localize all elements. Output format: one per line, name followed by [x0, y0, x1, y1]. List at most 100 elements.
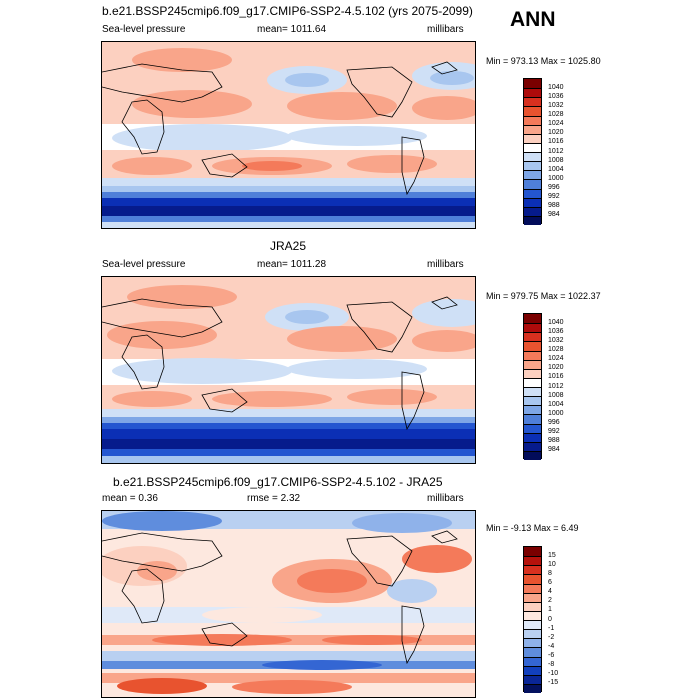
colorbar-tick-label: 1008 [548, 391, 564, 399]
colorbar-swatch [524, 647, 541, 657]
colorbar-tick-label: 992 [548, 428, 560, 436]
mean-label-model: mean= 1011.64 [257, 24, 327, 35]
colorbar-tick-label: -2 [548, 633, 555, 641]
colorbar-swatch [524, 574, 541, 584]
colorbar-tick-label: 2 [548, 597, 552, 605]
colorbar-tick-label: 10 [548, 560, 556, 568]
colorbar-tick-label: 1 [548, 606, 552, 614]
colorbar-swatch [524, 565, 541, 575]
colorbar-swatch [524, 188, 541, 198]
colorbar-swatch [524, 314, 541, 324]
colorbar-swatch [524, 88, 541, 98]
colorbar-tick-label: 8 [548, 569, 552, 577]
colorbar-tick-label: -6 [548, 652, 555, 659]
colorbar-swatch [524, 152, 541, 162]
colorbar-tick-label: 0 [548, 615, 552, 623]
colorbar-tick-label: 1008 [548, 156, 564, 164]
colorbar-tick-label: 1024 [548, 355, 564, 363]
colorbar-swatch [524, 133, 541, 143]
season-label: ANN [510, 8, 556, 31]
colorbar-tick-label: -1 [548, 624, 555, 632]
colorbar-swatch [524, 583, 541, 593]
colorbar-swatch [524, 441, 541, 451]
colorbar-tick-label: 1028 [548, 346, 564, 353]
colorbar-tick-label: 1004 [548, 165, 564, 173]
map-panel-obs [101, 276, 476, 464]
colorbar-tick-label: 4 [548, 588, 552, 596]
colorbar-swatch [524, 405, 541, 415]
colorbar-swatch [524, 161, 541, 171]
field-label-obs: Sea-level pressure [102, 259, 186, 270]
colorbar-tick-label: 984 [548, 446, 560, 454]
colorbar-swatch [524, 556, 541, 566]
minmax-label-model: Min = 973.13 Max = 1025.80 [486, 56, 601, 66]
colorbar-swatch [524, 332, 541, 342]
colorbar-swatch [524, 170, 541, 180]
field-label-model: Sea-level pressure [102, 24, 186, 35]
colorbar-swatch [524, 197, 541, 207]
slp-field-model [102, 42, 475, 228]
colorbar-swatch [524, 547, 541, 557]
colorbar-tick-label: 1016 [548, 138, 564, 146]
minmax-label-diff: Min = -9.13 Max = 6.49 [486, 523, 579, 533]
colorbar-swatch [524, 610, 541, 620]
colorbar-diff [523, 546, 542, 693]
slp-diff-field [102, 511, 475, 697]
panel-title-model: b.e21.BSSP245cmip6.f09_g17.CMIP6-SSP2-4.… [102, 4, 473, 18]
colorbar-swatch [524, 396, 541, 406]
colorbar-swatch [524, 601, 541, 611]
colorbar-tick-label: 996 [548, 419, 560, 426]
units-label-model: millibars [427, 24, 464, 35]
colorbar-swatch [524, 79, 541, 89]
colorbar-model [523, 78, 542, 225]
map-panel-model [101, 41, 476, 229]
colorbar-swatch [524, 665, 541, 675]
colorbar-tick-label: 6 [548, 579, 552, 586]
colorbar-swatch [524, 341, 541, 351]
colorbar-swatch [524, 323, 541, 333]
colorbar-swatch [524, 432, 541, 442]
colorbar-tick-label: 988 [548, 202, 560, 210]
colorbar-swatch [524, 106, 541, 116]
colorbar-swatch [524, 115, 541, 125]
colorbar-swatch [524, 656, 541, 666]
colorbar-swatch [524, 414, 541, 424]
mean-label-obs: mean= 1011.28 [257, 259, 327, 270]
colorbar-swatch [524, 674, 541, 684]
panel-title-obs: JRA25 [270, 239, 307, 253]
colorbar-tick-label: 1040 [548, 83, 564, 91]
colorbar-swatch [524, 683, 541, 693]
colorbar-swatch [524, 620, 541, 630]
colorbar-tick-label: 1012 [548, 382, 564, 390]
colorbar-tick-label: 1000 [548, 409, 564, 417]
mean-label-diff: mean = 0.36 [102, 493, 158, 504]
colorbar-swatch [524, 377, 541, 387]
colorbar-tick-label: 1020 [548, 364, 564, 372]
colorbar-swatch [524, 592, 541, 602]
colorbar-tick-label: -10 [548, 670, 559, 678]
colorbar-swatch [524, 206, 541, 216]
colorbar-swatch [524, 423, 541, 433]
colorbar-tick-label: 1028 [548, 111, 564, 118]
units-label-obs: millibars [427, 259, 464, 270]
colorbar-swatch [524, 142, 541, 152]
colorbar-tick-label: 996 [548, 184, 560, 191]
colorbar-tick-label: 1012 [548, 147, 564, 155]
colorbar-swatch [524, 350, 541, 360]
colorbar-tick-label: 1036 [548, 92, 564, 100]
colorbar-tick-label: 1004 [548, 400, 564, 408]
colorbar-tick-label: 1032 [548, 101, 564, 109]
map-panel-diff [101, 510, 476, 698]
colorbar-swatch [524, 368, 541, 378]
colorbar-tick-label: 1036 [548, 327, 564, 335]
colorbar-swatch [524, 387, 541, 397]
colorbar-tick-label: 984 [548, 211, 560, 219]
colorbar-tick-label: 992 [548, 193, 560, 201]
panel-title-diff: b.e21.BSSP245cmip6.f09_g17.CMIP6-SSP2-4.… [113, 475, 443, 489]
colorbar-tick-label: -4 [548, 642, 555, 650]
minmax-label-obs: Min = 979.75 Max = 1022.37 [486, 291, 601, 301]
colorbar-tick-label: 15 [548, 551, 556, 559]
colorbar-tick-label: 1040 [548, 318, 564, 326]
colorbar-tick-label: 1016 [548, 373, 564, 381]
slp-field-obs [102, 277, 475, 463]
